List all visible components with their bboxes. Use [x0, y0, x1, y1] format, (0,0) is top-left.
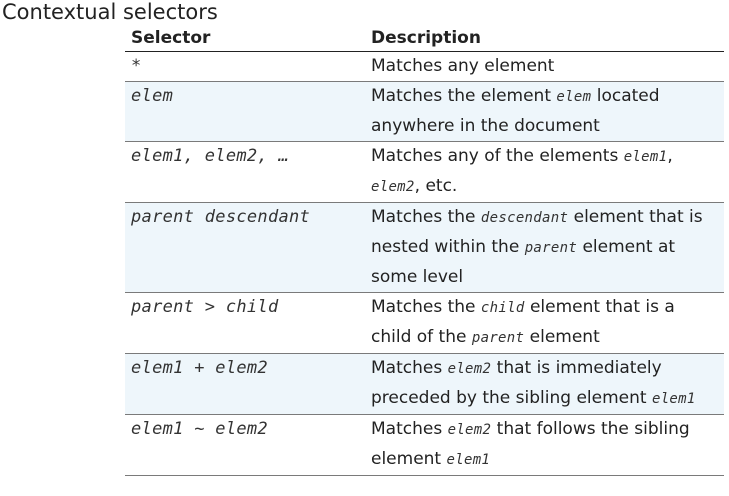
table-row: parent descendant Matches the descendant …: [125, 202, 724, 293]
description-cell: Matches the descendant element that is n…: [365, 202, 724, 293]
inline-code: parent: [524, 240, 578, 256]
selector-cell: parent descendant: [125, 202, 365, 293]
table-row: elem1 ~ elem2 Matches elem2 that follows …: [125, 414, 724, 476]
table-row: elem1, elem2, … Matches any of the elemen…: [125, 141, 724, 203]
description-text: element that is nested within the: [371, 207, 703, 257]
description-cell: Matches any of the elements elem1, elem2…: [365, 141, 724, 203]
description-text: located anywhere in the document: [371, 86, 660, 136]
inline-code: elem2: [447, 361, 492, 377]
inline-code: elem1: [651, 391, 696, 407]
inline-code: parent: [471, 330, 525, 346]
table-row: elem1 + elem2 Matches elem2 that is immed…: [125, 353, 724, 415]
inline-code: elem: [556, 89, 592, 105]
description-cell: Matches elem2 that is immediately preced…: [365, 353, 724, 415]
description-text: that is immediately preceded by the sibl…: [371, 358, 662, 408]
description-text: element at some level: [371, 237, 676, 287]
column-header-selector: Selector: [125, 25, 365, 52]
selectors-table: Selector Description * Matches any elemen…: [125, 25, 724, 476]
inline-code: elem1: [446, 452, 491, 468]
description-text: Matches the: [371, 297, 481, 317]
selector-cell: elem: [125, 81, 365, 142]
description-text: ,: [667, 146, 673, 166]
description-text: , etc.: [414, 176, 458, 196]
table-row: * Matches any element: [125, 51, 724, 82]
description-text: that follows the sibling element: [371, 419, 690, 469]
description-text: Matches: [371, 358, 448, 378]
selector-cell: elem1, elem2, …: [125, 141, 365, 203]
inline-code: elem1: [623, 149, 668, 165]
table-header-row: Selector Description: [125, 25, 724, 52]
description-text: Matches the element: [371, 86, 557, 106]
table-body: * Matches any element elem Matches the elem…: [125, 51, 724, 476]
column-header-description: Description: [365, 25, 724, 52]
inline-code: elem2: [447, 422, 492, 438]
description-text: Matches any of the elements: [371, 146, 624, 166]
selector-cell: elem1 + elem2: [125, 353, 365, 415]
page-title: Contextual selectors: [2, 0, 218, 24]
table-row: parent > child Matches the child element …: [125, 292, 724, 354]
description-text: Matches the: [371, 207, 481, 227]
description-text: Matches: [371, 419, 448, 439]
description-cell: Matches any element: [365, 51, 724, 82]
table-row: elem Matches the element elem located any…: [125, 81, 724, 142]
description-cell: Matches the element elem located anywher…: [365, 81, 724, 142]
description-cell: Matches the child element that is a chil…: [365, 292, 724, 354]
description-text: element that is a child of the: [371, 297, 675, 347]
inline-code: elem2: [371, 179, 415, 195]
selector-cell: parent > child: [125, 292, 365, 354]
inline-code: child: [480, 300, 525, 316]
description-text: Matches any element: [371, 56, 555, 76]
selector-cell: *: [125, 51, 365, 82]
selector-cell: elem1 ~ elem2: [125, 414, 365, 476]
description-cell: Matches elem2 that follows the sibling e…: [365, 414, 724, 476]
inline-code: descendant: [480, 210, 569, 226]
description-text: element: [524, 327, 600, 347]
